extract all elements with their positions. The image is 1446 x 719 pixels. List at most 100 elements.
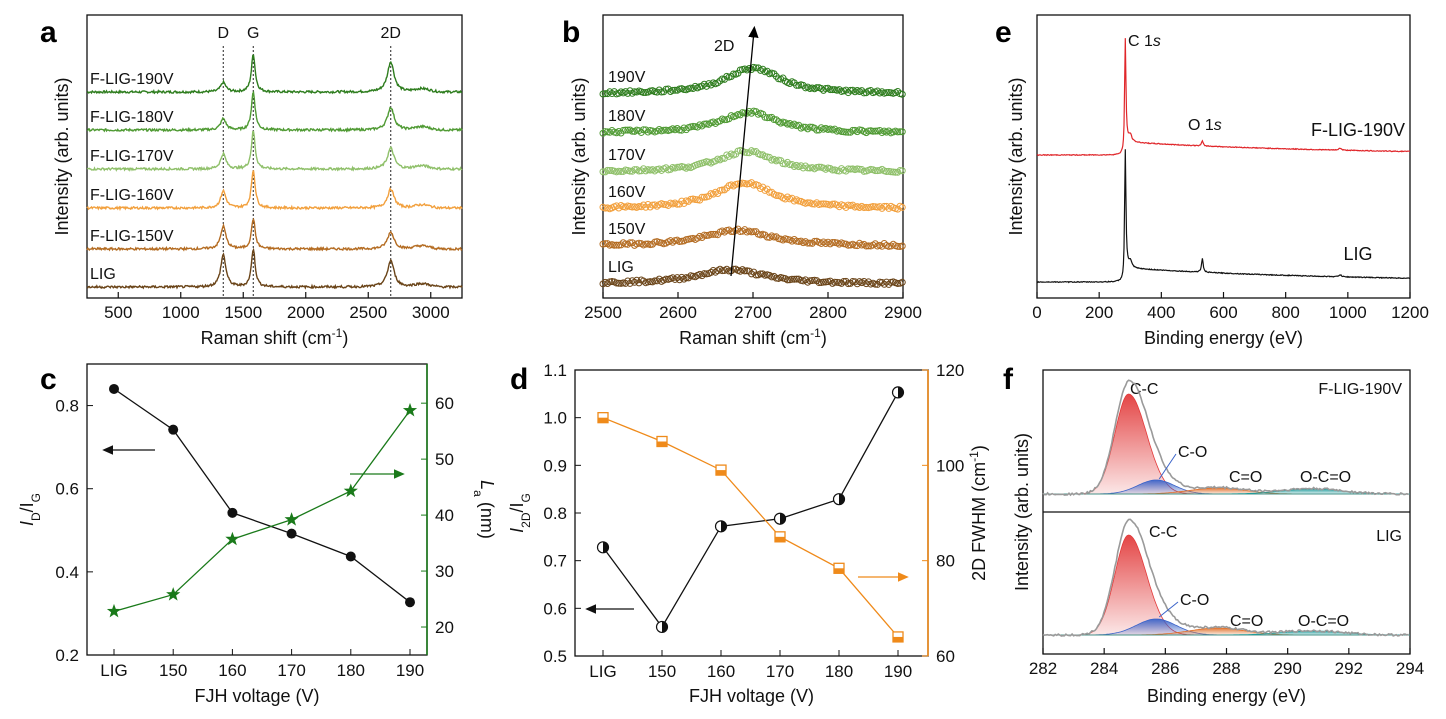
data-point-150V xyxy=(824,238,832,246)
y-tick-label: 0.6 xyxy=(543,599,567,618)
data-point-180V xyxy=(885,127,893,135)
data-point-170V xyxy=(637,167,645,175)
la-point xyxy=(284,512,299,526)
data-point-160V xyxy=(640,201,647,209)
panel-a-frame xyxy=(86,14,463,299)
data-point-170V xyxy=(725,152,733,160)
series-label-LIG: LIG xyxy=(90,266,116,283)
id-ig-point xyxy=(405,597,415,608)
x-tick-label: 400 xyxy=(1147,303,1175,322)
data-point-170V xyxy=(667,165,674,173)
data-point-170V xyxy=(615,167,623,175)
component-label-C-C: C-C xyxy=(1130,381,1158,398)
data-point-LIG xyxy=(815,279,823,287)
data-point-180V xyxy=(849,126,857,134)
data-point-160V xyxy=(646,203,654,211)
data-point-170V xyxy=(858,165,866,173)
y2-tick-label: 100 xyxy=(936,456,964,475)
data-point-150V xyxy=(851,241,859,249)
data-point-190V xyxy=(622,88,629,96)
data-point-150V xyxy=(703,231,710,239)
x-tick-label: 500 xyxy=(104,303,132,322)
data-point-LIG xyxy=(613,279,620,287)
data-point-170V xyxy=(640,165,647,173)
data-point-170V xyxy=(721,154,728,162)
fwhm-point-fill xyxy=(775,536,785,542)
data-point-LIG xyxy=(820,278,827,286)
data-point-LIG xyxy=(700,270,708,278)
series-label-150V: 150V xyxy=(608,221,646,238)
data-point-170V xyxy=(786,161,794,169)
data-point-150V xyxy=(741,226,749,234)
data-point-160V xyxy=(766,188,773,196)
data-point-150V xyxy=(678,237,686,245)
data-point-LIG xyxy=(853,280,861,288)
panel-c: c LIG 150 160 170 180 190 0.2 0.4 0.6 0.8 20 30 40 50 6… xyxy=(17,363,497,706)
data-point-190V xyxy=(698,82,706,90)
data-point-LIG xyxy=(788,275,796,283)
data-point-LIG xyxy=(682,274,690,282)
data-point-LIG xyxy=(676,276,683,284)
data-point-160V xyxy=(709,190,717,198)
x-tick-label: 150 xyxy=(648,662,676,681)
data-point-LIG xyxy=(655,275,663,283)
x-tick-label: 170 xyxy=(277,661,305,680)
data-point-170V xyxy=(847,165,854,173)
data-point-150V xyxy=(898,242,906,250)
series-label-F-LIG-170V: F-LIG-170V xyxy=(90,148,174,165)
data-point-180V xyxy=(766,114,773,122)
panel-e-xlabel: Binding energy (eV) xyxy=(1144,328,1303,348)
panel-c-label: c xyxy=(40,363,57,396)
data-point-160V xyxy=(678,197,686,205)
data-point-190V xyxy=(671,86,679,94)
data-point-LIG xyxy=(752,271,760,279)
id-ig-point xyxy=(345,551,356,562)
x-tick-label: LIG xyxy=(589,662,616,681)
data-point-LIG xyxy=(709,266,717,274)
data-point-180V xyxy=(844,128,852,136)
annotation-c1s: C 1s xyxy=(1128,33,1161,50)
i2d-ig-point-fill xyxy=(603,541,609,553)
data-point-160V xyxy=(613,202,620,210)
id-ig-point xyxy=(109,383,119,394)
component-label-C-O: C-O xyxy=(1180,592,1209,609)
x-tick-label: 190 xyxy=(884,662,912,681)
data-point-160V xyxy=(784,193,791,201)
data-point-150V xyxy=(676,238,683,246)
x-tick-label: 1000 xyxy=(162,303,200,322)
data-point-150V xyxy=(871,240,879,248)
data-point-LIG xyxy=(851,278,859,286)
data-point-LIG xyxy=(898,278,906,286)
i2d-ig-point-fill xyxy=(898,386,904,398)
data-point-180V xyxy=(815,126,823,134)
data-point-LIG xyxy=(831,278,839,286)
spectrum-line-F-LIG-150V xyxy=(86,217,463,252)
data-point-170V xyxy=(745,149,753,157)
data-point-LIG xyxy=(757,270,764,278)
envelope-line-F-LIG-190V xyxy=(1042,379,1409,497)
data-point-180V xyxy=(896,128,904,136)
data-point-180V xyxy=(694,123,701,131)
fwhm-point-fill xyxy=(893,636,903,642)
id-ig-line xyxy=(113,388,411,603)
data-point-160V xyxy=(833,201,841,209)
data-point-180V xyxy=(811,124,818,132)
series-label-160V: 160V xyxy=(608,184,646,201)
fwhm-point-fill xyxy=(716,470,726,476)
x-tick-label: 2600 xyxy=(659,303,697,322)
data-point-150V xyxy=(811,237,818,245)
x-tick-label: 1500 xyxy=(224,303,262,322)
data-point-190V xyxy=(680,86,688,94)
data-point-180V xyxy=(847,128,854,136)
panel-d-label: d xyxy=(510,363,528,396)
data-point-150V xyxy=(808,239,816,247)
x-tick-label: 600 xyxy=(1209,303,1237,322)
data-point-180V xyxy=(853,128,861,136)
data-point-180V xyxy=(770,116,778,124)
series-label-F-LIG-190V: F-LIG-190V xyxy=(90,71,174,88)
data-point-LIG xyxy=(662,275,670,283)
fwhm-point-fill xyxy=(657,441,667,447)
component-label-C=O: C=O xyxy=(1229,469,1262,486)
data-point-190V xyxy=(847,86,854,94)
data-point-170V xyxy=(844,165,852,173)
